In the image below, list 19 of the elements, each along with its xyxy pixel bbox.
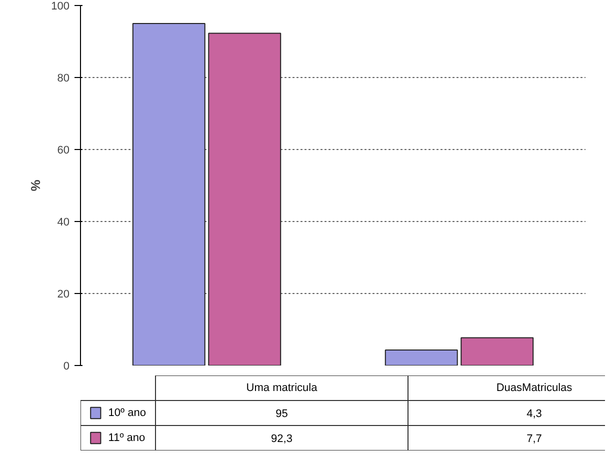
y-tick-label: 60 xyxy=(57,144,70,156)
x-tick-label: DuasMatriculas xyxy=(496,382,573,394)
x-tick-label: Uma matricula xyxy=(246,382,318,394)
data-label: 92,3 xyxy=(271,433,292,445)
y-axis-title: % xyxy=(28,179,44,192)
y-tick-label: 80 xyxy=(57,72,70,84)
bar xyxy=(384,350,458,366)
legend-label: 11º ano xyxy=(108,432,146,444)
y-tick-label: 40 xyxy=(57,216,70,228)
legend-label: 10º ano xyxy=(108,407,146,419)
data-label: 7,7 xyxy=(526,433,542,445)
y-tick-label: 0 xyxy=(63,360,70,372)
bar xyxy=(132,23,206,366)
data-label: 95 xyxy=(276,408,288,420)
y-tick-label: 100 xyxy=(51,0,70,12)
bar xyxy=(460,337,534,366)
bar xyxy=(208,32,282,366)
y-tick-label: 20 xyxy=(57,288,70,300)
data-label: 4,3 xyxy=(526,408,542,420)
